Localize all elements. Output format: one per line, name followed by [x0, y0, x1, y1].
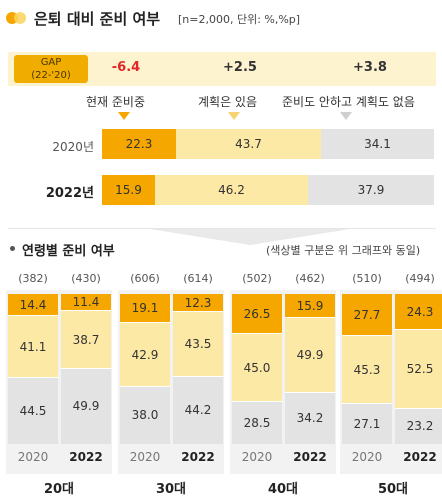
overall-bar-segment-none: 34.1 — [321, 129, 434, 159]
age-bar-segment-planned: 41.1 — [8, 316, 58, 378]
legend-none: 준비도 안하고 계획도 없음 — [282, 95, 415, 109]
legend-planned-arrow-icon — [228, 112, 240, 120]
age-bar-segment-planned: 42.9 — [120, 323, 170, 387]
age-bar-segment-planned: 45.3 — [342, 336, 392, 404]
age-bar-segment-prepared: 15.9 — [285, 294, 335, 318]
overall-bar-2022: 15.9 46.2 37.9 — [102, 175, 434, 205]
gap-value-planned: +2.5 — [223, 60, 257, 75]
age-bar-segment-none: 44.5 — [8, 378, 58, 444]
sample-size-label: (462) — [295, 272, 325, 285]
age-bar-segment-planned: 45.0 — [232, 334, 282, 402]
age-group-label: 50대 — [377, 482, 409, 497]
overall-year-label-2022: 2022년 — [45, 186, 94, 201]
sample-size-label: (382) — [18, 272, 48, 285]
bar-year-label: 2020 — [351, 450, 383, 464]
bar-year-label: 2022 — [403, 450, 437, 464]
age-bar-segment-prepared: 19.1 — [120, 294, 170, 323]
sample-size-label: (606) — [130, 272, 160, 285]
overall-bar-segment-planned: 43.7 — [176, 129, 321, 159]
overall-bar-segment-none: 37.9 — [308, 175, 434, 205]
legend-prepared-arrow-icon — [118, 112, 130, 120]
overall-bar-2020: 22.3 43.7 34.1 — [102, 129, 434, 159]
gap-tag-line2: (22-'20) — [31, 70, 71, 81]
sample-size-label: (430) — [71, 272, 101, 285]
gap-value-prepared: -6.4 — [111, 60, 141, 75]
legend-prepared: 현재 준비중 — [86, 95, 146, 109]
bar-year-label: 2022 — [293, 450, 327, 464]
age-bar-segment-none: 44.2 — [173, 377, 223, 444]
age-section-title: 연령별 준비 여부 — [22, 244, 115, 259]
age-bar-segment-prepared: 11.4 — [61, 294, 111, 311]
bar-year-label: 2022 — [181, 450, 215, 464]
legend-planned: 계획은 있음 — [198, 95, 258, 109]
sample-size-label: (510) — [352, 272, 382, 285]
section-divider — [8, 228, 436, 229]
overall-bar-segment-prepared: 15.9 — [102, 175, 155, 205]
age-bar-segment-none: 49.9 — [61, 369, 111, 444]
age-bar-segment-planned: 49.9 — [285, 318, 335, 393]
age-bar-segment-none: 27.1 — [342, 404, 392, 444]
age-group-label: 30대 — [155, 482, 187, 497]
overall-bar-segment-prepared: 22.3 — [102, 129, 176, 159]
bar-year-label: 2020 — [129, 450, 161, 464]
sample-size-label: (494) — [405, 272, 435, 285]
age-bar-segment-planned: 38.7 — [61, 311, 111, 369]
bar-year-label: 2020 — [17, 450, 49, 464]
funnel-arrow-icon — [150, 229, 350, 245]
age-bar-segment-none: 34.2 — [285, 393, 335, 444]
chart-note: [n=2,000, 단위: %,%p] — [178, 13, 301, 26]
age-bar-segment-prepared: 12.3 — [173, 294, 223, 312]
age-bar-segment-prepared: 26.5 — [232, 294, 282, 334]
age-group-label: 40대 — [267, 482, 299, 497]
gap-tag: GAP (22-'20) — [14, 55, 88, 83]
age-bar-segment-prepared: 24.3 — [395, 294, 442, 330]
age-bar-segment-prepared: 27.7 — [342, 294, 392, 336]
legend-none-arrow-icon — [340, 112, 352, 120]
overall-year-label-2020: 2020년 — [52, 140, 94, 154]
sample-size-label: (502) — [242, 272, 272, 285]
age-bar-segment-prepared: 14.4 — [8, 294, 58, 316]
header-dot-icon — [14, 12, 26, 24]
bullet-icon — [10, 246, 15, 251]
age-group-label: 20대 — [43, 482, 75, 497]
gap-tag-line1: GAP — [40, 57, 62, 68]
bar-year-label: 2020 — [241, 450, 273, 464]
chart-title: 은퇴 대비 준비 여부 — [34, 10, 161, 28]
bar-year-label: 2022 — [69, 450, 103, 464]
age-bar-segment-planned: 52.5 — [395, 330, 442, 409]
gap-value-none: +3.8 — [353, 60, 387, 75]
age-bar-segment-none: 38.0 — [120, 387, 170, 444]
overall-bar-segment-planned: 46.2 — [155, 175, 308, 205]
age-bar-segment-planned: 43.5 — [173, 312, 223, 377]
age-section-note: (색상별 구분은 위 그래프와 동일) — [266, 244, 421, 257]
sample-size-label: (614) — [183, 272, 213, 285]
age-bar-segment-none: 23.2 — [395, 409, 442, 444]
age-bar-segment-none: 28.5 — [232, 402, 282, 444]
